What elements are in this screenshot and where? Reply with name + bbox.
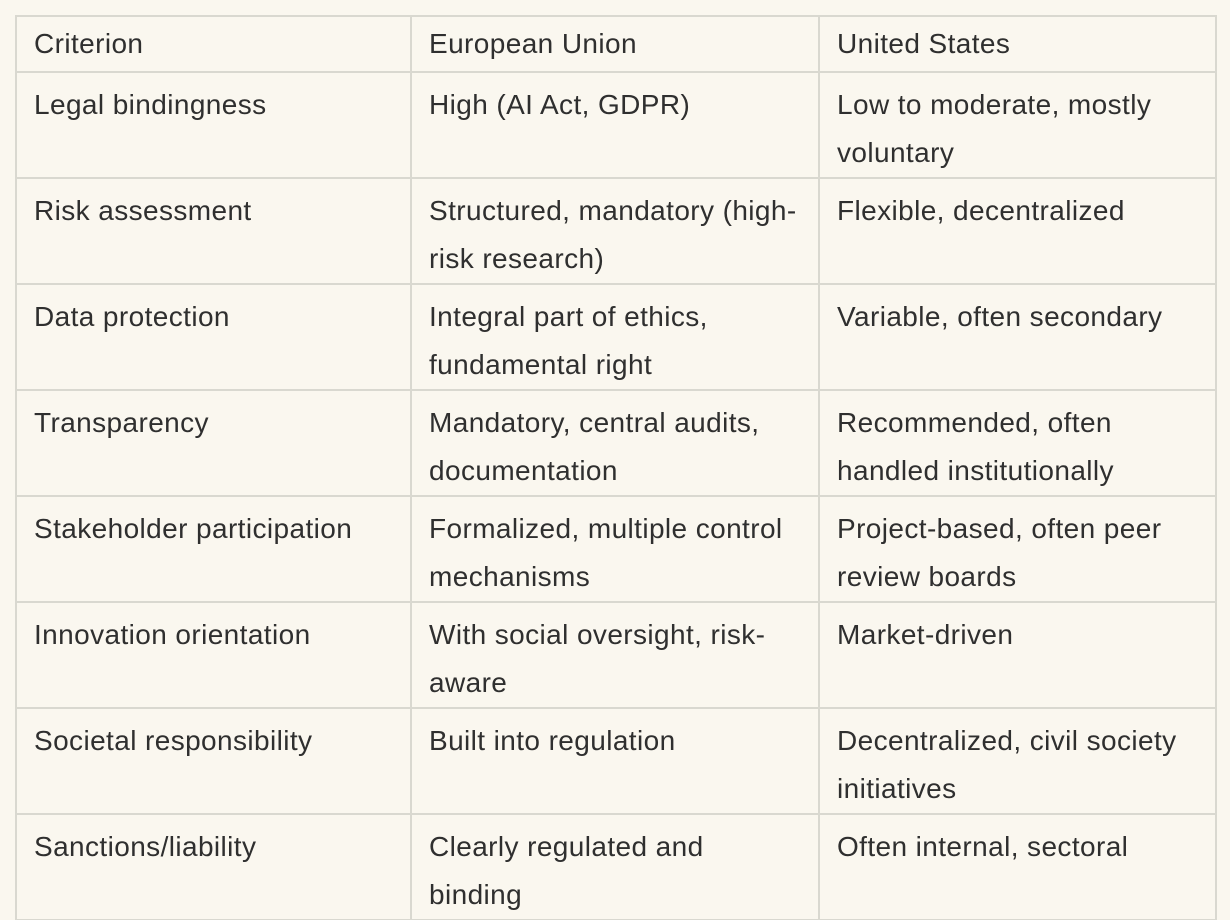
criterion-cell: Innovation orientation <box>15 601 412 709</box>
table-body: Legal bindingness High (AI Act, GDPR) Lo… <box>15 71 1217 920</box>
criterion-cell: Transparency <box>15 389 412 497</box>
eu-cell: Formalized, multiple control mechanisms <box>410 495 820 603</box>
table-row: Data protection Integral part of ethics,… <box>15 283 1217 391</box>
us-cell: Low to moderate, mostly voluntary <box>818 71 1217 179</box>
column-header-criterion: Criterion <box>15 15 412 73</box>
criterion-cell: Societal responsibility <box>15 707 412 815</box>
eu-cell: Clearly regulated and binding <box>410 813 820 920</box>
header-row: Criterion European Union United States <box>15 15 1217 73</box>
table-row: Transparency Mandatory, central audits, … <box>15 389 1217 497</box>
eu-cell: Built into regulation <box>410 707 820 815</box>
criterion-cell: Data protection <box>15 283 412 391</box>
table-row: Sanctions/liability Clearly regulated an… <box>15 813 1217 920</box>
eu-cell: Mandatory, central audits, documentation <box>410 389 820 497</box>
eu-cell: High (AI Act, GDPR) <box>410 71 820 179</box>
table-row: Stakeholder participation Formalized, mu… <box>15 495 1217 603</box>
table-row: Innovation orientation With social overs… <box>15 601 1217 709</box>
criterion-cell: Legal bindingness <box>15 71 412 179</box>
eu-cell: Structured, mandatory (high-risk researc… <box>410 177 820 285</box>
criterion-cell: Stakeholder participation <box>15 495 412 603</box>
us-cell: Flexible, decentralized <box>818 177 1217 285</box>
us-cell: Often internal, sectoral <box>818 813 1217 920</box>
table-row: Risk assessment Structured, mandatory (h… <box>15 177 1217 285</box>
table-row: Societal responsibility Built into regul… <box>15 707 1217 815</box>
table-row: Legal bindingness High (AI Act, GDPR) Lo… <box>15 71 1217 179</box>
eu-cell: Integral part of ethics, fundamental rig… <box>410 283 820 391</box>
us-cell: Market-driven <box>818 601 1217 709</box>
table-header: Criterion European Union United States <box>15 15 1217 73</box>
column-header-united-states: United States <box>818 15 1217 73</box>
us-cell: Project-based, often peer review boards <box>818 495 1217 603</box>
eu-cell: With social oversight, risk-aware <box>410 601 820 709</box>
us-cell: Variable, often secondary <box>818 283 1217 391</box>
column-header-european-union: European Union <box>410 15 820 73</box>
us-cell: Recommended, often handled institutional… <box>818 389 1217 497</box>
criterion-cell: Sanctions/liability <box>15 813 412 920</box>
us-cell: Decentralized, civil society initiatives <box>818 707 1217 815</box>
comparison-table: Criterion European Union United States L… <box>15 15 1217 920</box>
criterion-cell: Risk assessment <box>15 177 412 285</box>
